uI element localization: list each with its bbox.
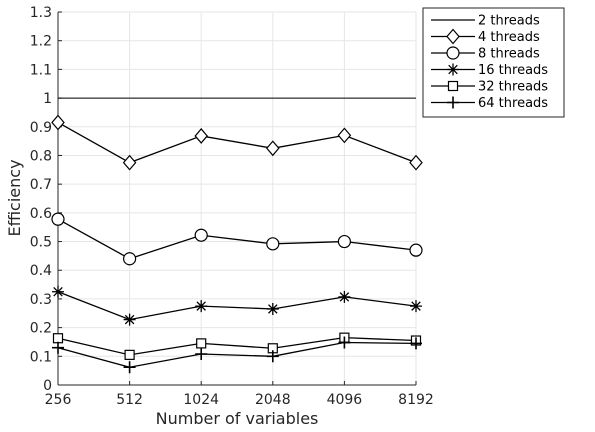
series-4-point-0	[52, 333, 64, 344]
series-2-point-0	[51, 212, 65, 226]
legend-marker-5	[447, 96, 459, 109]
x-tick-label-2: 1024	[183, 392, 219, 408]
legend-entry-3: 16 threads	[431, 63, 548, 78]
y-tick-label-2: 0.2	[30, 321, 52, 337]
y-tick-label-9: 0.9	[30, 120, 52, 136]
series-5-point-1	[123, 361, 136, 374]
y-tick-label-5: 0.5	[30, 235, 52, 251]
legend-entry-0: 2 threads	[431, 14, 540, 29]
series-2-point-2	[194, 228, 208, 242]
series-line-2	[57, 218, 417, 260]
series-1-point-5	[409, 154, 423, 171]
series-1-point-0	[51, 114, 65, 131]
series-5-point-4	[338, 336, 351, 349]
series-line-5	[57, 341, 417, 368]
legend-label-2: 8 threads	[478, 47, 540, 62]
series-4-point-1	[124, 349, 135, 360]
legend-marker-4	[447, 80, 459, 92]
y-axis-label: Efficiency	[5, 159, 24, 236]
y-tick-label-11: 1.1	[30, 62, 52, 78]
series-5-point-5	[410, 337, 422, 350]
legend-marker-3	[447, 63, 459, 76]
legend-marker-2	[446, 46, 460, 60]
series-5-point-2	[195, 348, 208, 361]
series-3-point-2	[195, 300, 208, 313]
x-tick-label-5: 8192	[398, 392, 434, 408]
y-tick-label-10: 1	[43, 91, 52, 107]
y-tick-label-3: 0.3	[30, 292, 52, 308]
legend-box	[422, 7, 565, 118]
legend-label-1: 4 threads	[478, 30, 540, 45]
legend-label-3: 16 threads	[478, 63, 548, 78]
series-5-point-3	[266, 350, 279, 363]
legend-label-0: 2 threads	[478, 14, 540, 29]
series-1-point-2	[194, 128, 208, 144]
series-4-point-2	[196, 338, 207, 349]
series-2-point-3	[266, 237, 280, 251]
series-2-point-1	[123, 252, 137, 266]
y-tick-label-8: 0.8	[30, 148, 52, 164]
y-tick-label-6: 0.6	[30, 206, 52, 222]
series-1-point-4	[337, 127, 352, 144]
legend-label-5: 64 threads	[478, 96, 548, 111]
legend-entry-1: 4 threads	[431, 28, 540, 45]
series-3-point-5	[410, 300, 422, 313]
y-tick-label-4: 0.4	[30, 263, 52, 279]
series-3-point-3	[266, 302, 279, 315]
tick-labels: 0 0.1 0.2 0.3 0.4 0.5 0.6 0.7 0.8 0.9 1 1.1 1.2 1.3 25…	[30, 5, 434, 408]
series-line-1	[57, 121, 417, 164]
x-axis-label: Number of variables	[156, 409, 319, 428]
series-line-3	[57, 291, 417, 321]
series-3-point-4	[338, 290, 351, 303]
series-2-point-5	[409, 243, 423, 257]
series-1-point-3	[266, 140, 280, 157]
x-tick-label-3: 2048	[255, 392, 291, 408]
y-tick-label-0: 0	[43, 378, 52, 394]
series-3-point-0	[52, 285, 64, 298]
legend-entry-2: 8 threads	[431, 46, 540, 62]
series-2-point-4	[337, 234, 351, 249]
legend-label-4: 32 threads	[478, 80, 548, 95]
y-tick-label-7: 0.7	[30, 177, 52, 193]
series-3-point-1	[123, 313, 136, 326]
x-tick-label-0: 256	[45, 392, 72, 408]
legend-marker-1	[446, 28, 460, 45]
x-tick-label-1: 512	[116, 392, 143, 408]
series-1-point-1	[122, 154, 137, 171]
y-tick-label-12: 1.2	[30, 34, 52, 50]
series-line-4	[57, 337, 417, 356]
y-tick-label-13: 1.3	[30, 5, 52, 21]
x-tick-label-4: 4096	[327, 392, 363, 408]
plot-area	[51, 97, 423, 374]
y-tick-label-1: 0.1	[30, 349, 52, 365]
axes	[57, 11, 417, 386]
series-5-point-0	[52, 341, 64, 354]
legend-entry-5: 64 threads	[431, 96, 548, 111]
legend-entry-4: 32 threads	[431, 80, 548, 95]
